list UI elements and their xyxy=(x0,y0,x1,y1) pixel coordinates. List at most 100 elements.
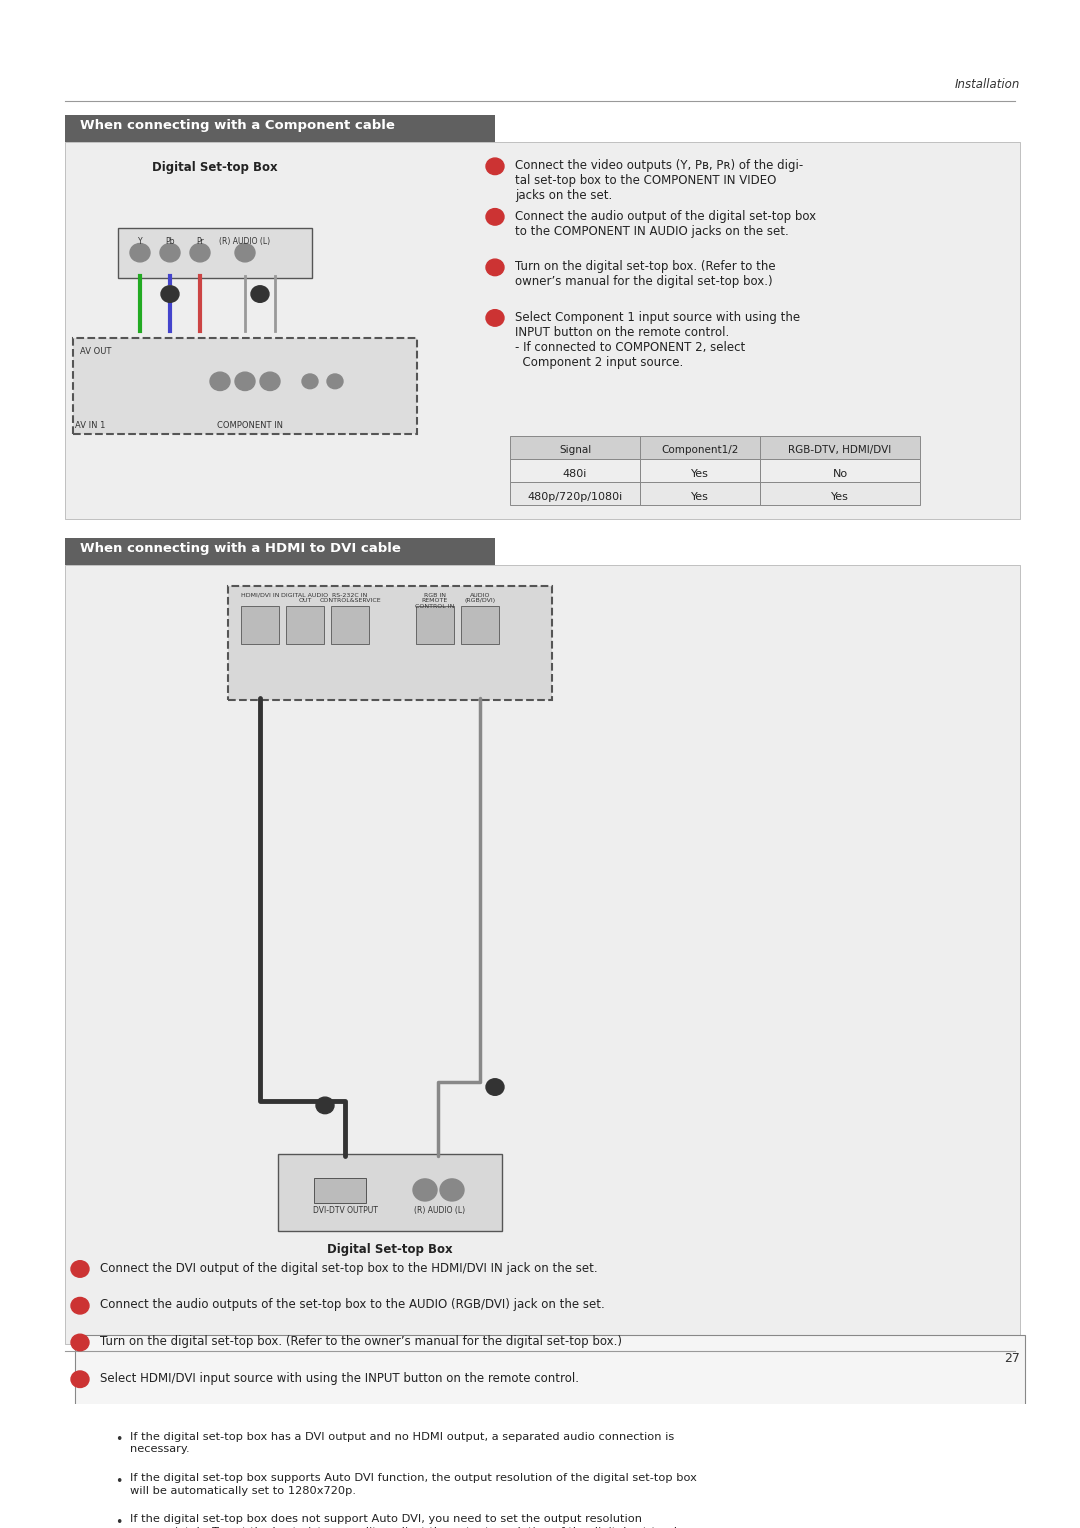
Circle shape xyxy=(161,286,179,303)
Text: Connect the audio outputs of the set-top box to the AUDIO (RGB/DVI) jack on the : Connect the audio outputs of the set-top… xyxy=(100,1299,605,1311)
Text: 1: 1 xyxy=(322,1097,328,1106)
Text: •: • xyxy=(114,1475,122,1488)
Circle shape xyxy=(71,1371,89,1387)
Circle shape xyxy=(302,374,318,388)
Circle shape xyxy=(210,373,230,391)
Bar xyxy=(510,437,640,460)
Text: 2: 2 xyxy=(77,1297,83,1306)
Bar xyxy=(640,437,760,460)
Text: •: • xyxy=(114,1516,122,1528)
FancyBboxPatch shape xyxy=(65,565,1020,1345)
Text: Turn on the digital set-top box. (Refer to the owner’s manual for the digital se: Turn on the digital set-top box. (Refer … xyxy=(100,1335,622,1348)
Text: •: • xyxy=(114,1433,122,1447)
Text: Connect the DVI output of the digital set-top box to the HDMI/DVI IN jack on the: Connect the DVI output of the digital se… xyxy=(100,1262,597,1274)
FancyBboxPatch shape xyxy=(286,605,324,645)
Circle shape xyxy=(486,260,504,275)
Text: necessary.: necessary. xyxy=(130,1444,190,1455)
Text: Turn on the digital set-top box. (Refer to the
owner’s manual for the digital se: Turn on the digital set-top box. (Refer … xyxy=(515,260,775,289)
Text: Y: Y xyxy=(137,237,143,246)
FancyBboxPatch shape xyxy=(228,587,552,700)
Text: DVI-DTV OUTPUT: DVI-DTV OUTPUT xyxy=(312,1207,377,1215)
Text: 3: 3 xyxy=(491,258,498,269)
Text: Component1/2: Component1/2 xyxy=(661,445,739,455)
Bar xyxy=(510,483,640,506)
Text: 480i: 480i xyxy=(563,469,588,480)
Circle shape xyxy=(235,243,255,261)
Text: AV OUT: AV OUT xyxy=(80,347,111,356)
Text: Select HDMI/DVI input source with using the INPUT button on the remote control.: Select HDMI/DVI input source with using … xyxy=(100,1372,579,1384)
Circle shape xyxy=(71,1261,89,1277)
Text: Connect the video outputs (Y, Pʙ, Pʀ) of the digi-
tal set-top box to the COMPON: Connect the video outputs (Y, Pʙ, Pʀ) of… xyxy=(515,159,804,202)
Text: RGB-DTV, HDMI/DVI: RGB-DTV, HDMI/DVI xyxy=(788,445,892,455)
Text: (R) AUDIO (L): (R) AUDIO (L) xyxy=(219,237,271,246)
Text: When connecting with a HDMI to DVI cable: When connecting with a HDMI to DVI cable xyxy=(80,542,401,555)
Text: HDMI/DVI IN: HDMI/DVI IN xyxy=(241,593,280,597)
Circle shape xyxy=(71,1334,89,1351)
Text: RGB IN
REMOTE
CONTROL IN: RGB IN REMOTE CONTROL IN xyxy=(416,593,455,610)
Text: No: No xyxy=(833,469,848,480)
FancyBboxPatch shape xyxy=(75,1335,1025,1418)
FancyBboxPatch shape xyxy=(65,142,1020,520)
Text: AUDIO
(RGB/DVI): AUDIO (RGB/DVI) xyxy=(464,593,496,604)
Text: 2: 2 xyxy=(491,1079,498,1088)
Text: DIGITAL AUDIO
OUT: DIGITAL AUDIO OUT xyxy=(282,593,328,604)
Text: (R) AUDIO (L): (R) AUDIO (L) xyxy=(415,1207,465,1215)
Text: Digital Set-top Box: Digital Set-top Box xyxy=(327,1244,453,1256)
Circle shape xyxy=(440,1180,464,1201)
Text: 4: 4 xyxy=(77,1371,83,1381)
Text: Installation: Installation xyxy=(955,78,1020,92)
Text: 1: 1 xyxy=(491,157,498,168)
Circle shape xyxy=(486,1079,504,1096)
FancyBboxPatch shape xyxy=(330,605,369,645)
Circle shape xyxy=(71,1297,89,1314)
Text: Select Component 1 input source with using the
INPUT button on the remote contro: Select Component 1 input source with usi… xyxy=(515,310,800,368)
Circle shape xyxy=(486,209,504,225)
Circle shape xyxy=(190,243,210,261)
Circle shape xyxy=(251,286,269,303)
Text: Yes: Yes xyxy=(691,469,708,480)
Text: Signal: Signal xyxy=(558,445,591,455)
Text: Yes: Yes xyxy=(832,492,849,503)
Bar xyxy=(640,483,760,506)
Text: Connect the audio output of the digital set-top box
to the COMPONENT IN AUDIO ja: Connect the audio output of the digital … xyxy=(515,209,816,237)
Text: RS-232C IN
CONTROL&SERVICE: RS-232C IN CONTROL&SERVICE xyxy=(320,593,381,604)
Text: Digital Set-top Box: Digital Set-top Box xyxy=(152,160,278,174)
Circle shape xyxy=(413,1180,437,1201)
FancyBboxPatch shape xyxy=(314,1178,366,1203)
Text: If the digital set-top box supports Auto DVI function, the output resolution of : If the digital set-top box supports Auto… xyxy=(130,1473,697,1484)
Circle shape xyxy=(486,310,504,325)
Text: If the digital set-top box does not support Auto DVI, you need to set the output: If the digital set-top box does not supp… xyxy=(130,1514,642,1525)
FancyBboxPatch shape xyxy=(65,115,495,142)
Text: COMPONENT IN: COMPONENT IN xyxy=(217,420,283,429)
Bar xyxy=(640,460,760,483)
Circle shape xyxy=(327,374,343,388)
Circle shape xyxy=(316,1097,334,1114)
Text: 1: 1 xyxy=(77,1261,83,1270)
Circle shape xyxy=(260,373,280,391)
Text: AV IN 1: AV IN 1 xyxy=(75,420,105,429)
Circle shape xyxy=(130,243,150,261)
Text: 3: 3 xyxy=(77,1334,83,1343)
FancyBboxPatch shape xyxy=(278,1154,502,1232)
Bar xyxy=(760,483,920,506)
FancyBboxPatch shape xyxy=(416,605,454,645)
FancyBboxPatch shape xyxy=(241,605,279,645)
FancyBboxPatch shape xyxy=(65,538,495,565)
Text: 27: 27 xyxy=(1004,1352,1020,1366)
Text: 4: 4 xyxy=(491,309,498,319)
Text: When connecting with a Component cable: When connecting with a Component cable xyxy=(80,119,395,133)
Text: Pr: Pr xyxy=(197,237,204,246)
FancyBboxPatch shape xyxy=(118,228,312,278)
Text: Pb: Pb xyxy=(165,237,175,246)
FancyBboxPatch shape xyxy=(73,338,417,434)
Text: will be automatically set to 1280x720p.: will be automatically set to 1280x720p. xyxy=(130,1485,356,1496)
Bar xyxy=(760,460,920,483)
Text: 480p/720p/1080i: 480p/720p/1080i xyxy=(527,492,623,503)
Bar xyxy=(510,460,640,483)
Bar xyxy=(760,437,920,460)
Circle shape xyxy=(486,157,504,174)
Text: 2: 2 xyxy=(257,286,264,295)
FancyBboxPatch shape xyxy=(82,1429,104,1456)
FancyBboxPatch shape xyxy=(461,605,499,645)
Circle shape xyxy=(160,243,180,261)
